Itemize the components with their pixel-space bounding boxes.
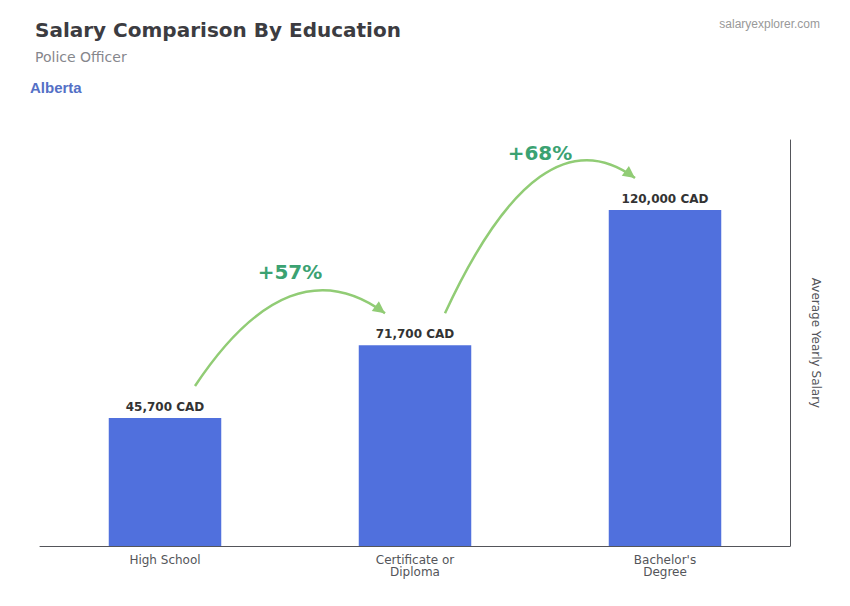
svg-text:Diploma: Diploma [390, 565, 440, 579]
svg-text:salaryexplorer.com: salaryexplorer.com [719, 17, 820, 31]
svg-text:45,700 CAD: 45,700 CAD [126, 400, 205, 414]
svg-text:Salary Comparison By Education: Salary Comparison By Education [35, 18, 401, 42]
svg-text:Degree: Degree [643, 565, 687, 579]
svg-text:Bachelor's: Bachelor's [633, 553, 697, 567]
svg-text:Average Yearly Salary: Average Yearly Salary [809, 278, 823, 408]
svg-text:120,000 CAD: 120,000 CAD [622, 192, 709, 206]
svg-text:+68%: +68% [508, 141, 573, 165]
svg-text:Police Officer: Police Officer [35, 49, 127, 65]
svg-text:Certificate or: Certificate or [375, 553, 455, 567]
svg-text:71,700 CAD: 71,700 CAD [376, 327, 455, 341]
svg-text:High School: High School [129, 553, 200, 567]
svg-text:Alberta: Alberta [30, 79, 82, 96]
svg-text:+57%: +57% [258, 260, 323, 284]
